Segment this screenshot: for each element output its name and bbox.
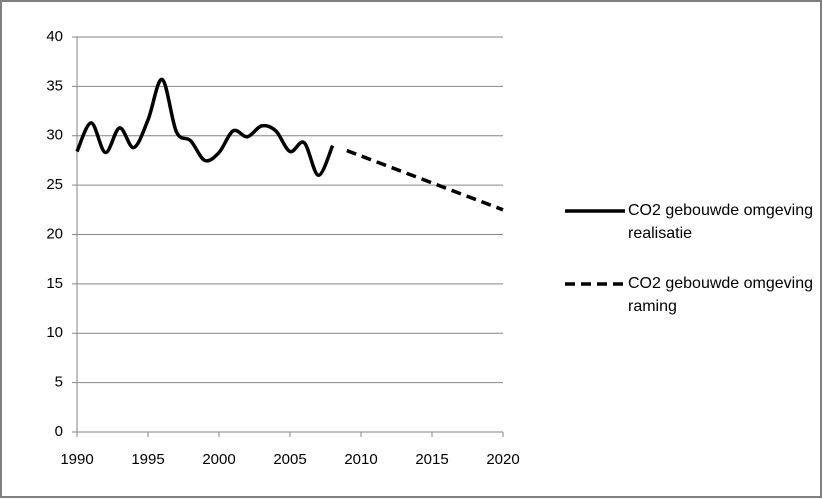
y-tick-label: 35 bbox=[46, 77, 63, 94]
x-tick-label: 2015 bbox=[415, 451, 448, 468]
legend-label: CO2 gebouwde omgeving realisatie bbox=[628, 202, 814, 242]
y-tick-label: 30 bbox=[46, 127, 63, 144]
x-tick-label: 2010 bbox=[344, 451, 377, 468]
line-series bbox=[75, 77, 335, 177]
y-tick-label: 10 bbox=[46, 324, 63, 341]
y-tick-label: 15 bbox=[46, 275, 63, 292]
x-tick-label: 2020 bbox=[486, 451, 519, 468]
y-tick-label: 40 bbox=[46, 28, 63, 45]
legend-label: CO2 gebouwde omgeving raming bbox=[628, 275, 814, 315]
y-tick-label: 0 bbox=[55, 423, 63, 440]
y-tick-label: 20 bbox=[46, 225, 63, 242]
x-tick-label: 1995 bbox=[131, 451, 164, 468]
y-tick-label: 25 bbox=[46, 176, 63, 193]
y-tick-label: 5 bbox=[55, 374, 63, 391]
x-tick-label: 2000 bbox=[202, 451, 235, 468]
x-tick-label: 2005 bbox=[273, 451, 306, 468]
line-series bbox=[346, 148, 504, 212]
x-tick-label: 1990 bbox=[60, 451, 93, 468]
